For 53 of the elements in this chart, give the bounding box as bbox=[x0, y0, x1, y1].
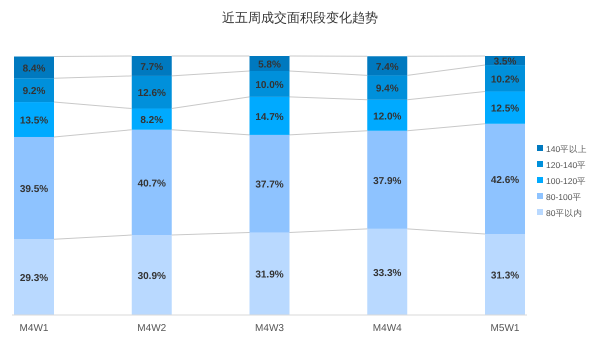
data-label: 13.5% bbox=[20, 116, 48, 127]
bar bbox=[14, 56, 54, 78]
bar bbox=[367, 130, 408, 229]
x-tick-label: M4W3 bbox=[255, 323, 284, 334]
legend-label: 100-120平 bbox=[546, 176, 586, 186]
data-label: 14.7% bbox=[255, 112, 284, 123]
data-label: 37.9% bbox=[373, 176, 402, 187]
bar bbox=[367, 100, 408, 131]
data-label: 8.2% bbox=[140, 115, 164, 126]
bar bbox=[14, 102, 54, 137]
data-label: 12.6% bbox=[138, 88, 166, 100]
data-label: 5.8% bbox=[258, 60, 282, 71]
data-label: 7.7% bbox=[140, 62, 164, 73]
bar bbox=[485, 91, 525, 124]
bar bbox=[132, 76, 172, 109]
data-label: 40.7% bbox=[138, 178, 166, 190]
data-label: 7.4% bbox=[376, 62, 399, 73]
x-tick-label: M5W1 bbox=[490, 323, 520, 334]
data-label: 42.6% bbox=[490, 174, 520, 186]
bar bbox=[250, 232, 290, 315]
x-tick-label: M4W1 bbox=[20, 323, 49, 334]
bar bbox=[250, 134, 290, 232]
data-label: 39.5% bbox=[20, 184, 48, 196]
legend-label: 80平以内 bbox=[546, 208, 582, 218]
data-label: 3.5% bbox=[494, 56, 517, 68]
bar bbox=[250, 96, 290, 135]
x-tick-label: M4W4 bbox=[372, 323, 402, 334]
data-label: 10.0% bbox=[255, 80, 284, 91]
data-label: 37.7% bbox=[255, 180, 284, 191]
bar bbox=[367, 228, 408, 315]
data-label: 10.2% bbox=[490, 74, 520, 86]
bar bbox=[132, 130, 172, 236]
bar bbox=[485, 124, 525, 234]
bar bbox=[485, 234, 525, 315]
legend-label: 120-140平 bbox=[546, 160, 586, 170]
data-label: 9.2% bbox=[22, 86, 46, 98]
bar bbox=[14, 136, 54, 240]
data-label: 12.5% bbox=[490, 104, 520, 115]
legend-label: 80-100平 bbox=[546, 192, 582, 202]
data-label: 33.3% bbox=[373, 268, 402, 279]
data-label: 31.3% bbox=[490, 270, 520, 282]
data-label: 8.4% bbox=[22, 63, 46, 74]
data-label: 9.4% bbox=[376, 84, 399, 95]
data-label: 30.9% bbox=[138, 271, 166, 282]
bar bbox=[132, 235, 172, 315]
data-label: 12.0% bbox=[373, 111, 402, 122]
bar bbox=[132, 56, 172, 76]
data-label: 31.9% bbox=[255, 270, 284, 281]
legend-label: 140平以上 bbox=[546, 144, 588, 154]
data-label: 29.3% bbox=[20, 273, 48, 284]
x-tick-label: M4W2 bbox=[137, 323, 167, 334]
title: 近五周成交面积段变化趋势 bbox=[222, 10, 378, 25]
bar bbox=[14, 239, 54, 315]
